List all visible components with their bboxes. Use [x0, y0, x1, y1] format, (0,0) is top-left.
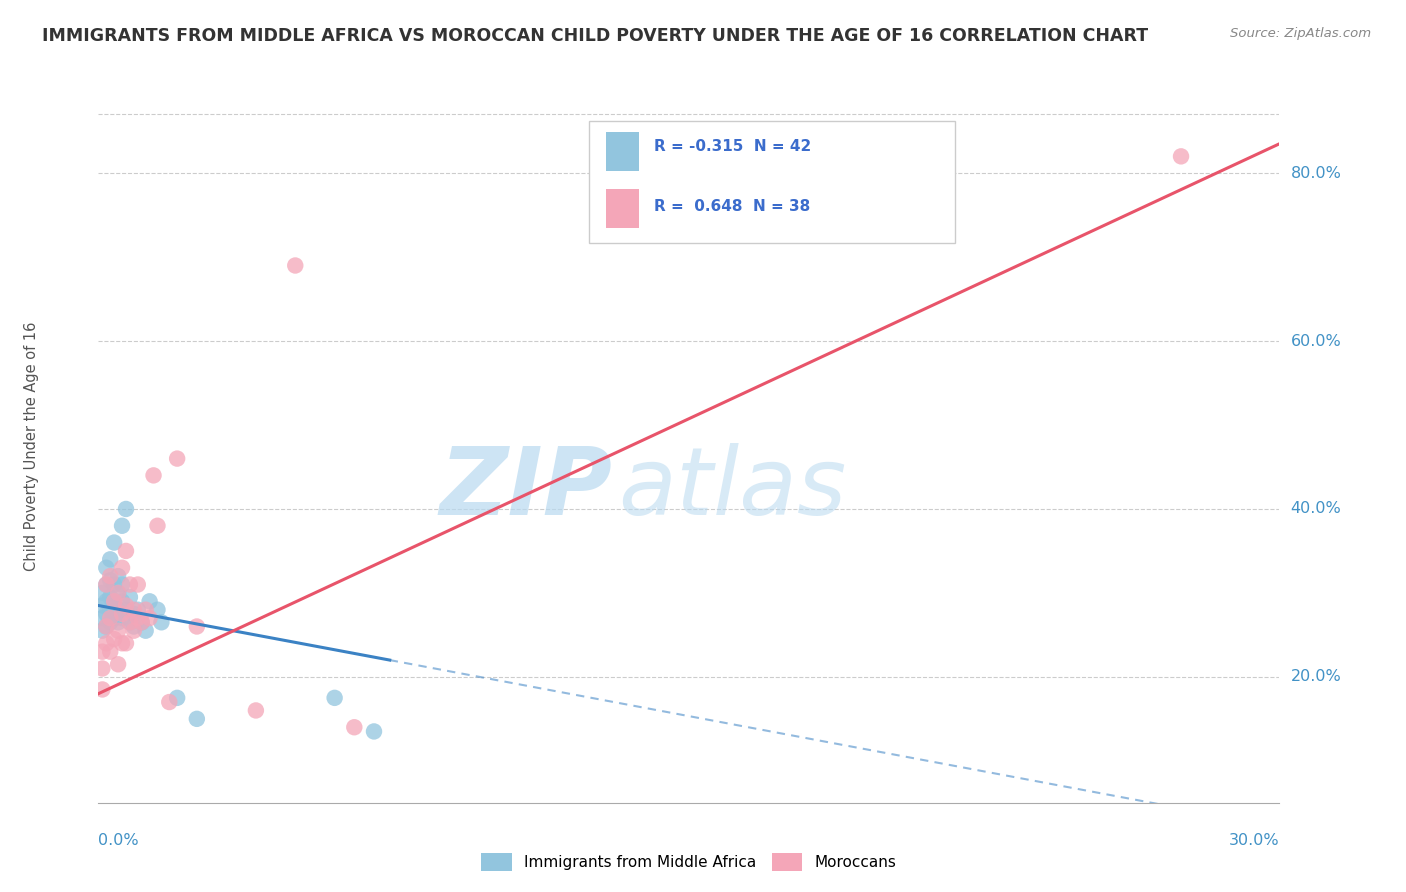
Point [245, 703, 267, 717]
Text: Child Poverty Under the Age of 16: Child Poverty Under the Age of 16 [24, 321, 39, 571]
Point [98, 552, 121, 566]
Point [103, 594, 125, 608]
Point [135, 624, 157, 638]
Point [118, 615, 141, 630]
Point [127, 611, 149, 625]
Point [103, 594, 125, 608]
Point [91, 682, 114, 697]
FancyBboxPatch shape [589, 121, 955, 243]
Text: 60.0%: 60.0% [1291, 334, 1341, 349]
Point [135, 603, 157, 617]
Point [98, 569, 121, 583]
Point [115, 603, 138, 617]
Point [96, 636, 118, 650]
Point [107, 657, 129, 672]
Point [111, 518, 134, 533]
Point [186, 619, 208, 633]
Point [96, 619, 118, 633]
Point [118, 590, 141, 604]
Text: 80.0%: 80.0% [1291, 166, 1341, 181]
Point [131, 615, 153, 630]
Point [166, 690, 188, 705]
Point [115, 502, 138, 516]
Point [107, 586, 129, 600]
Point [284, 259, 307, 273]
Point [122, 619, 145, 633]
Point [103, 577, 125, 591]
Point [118, 615, 141, 630]
Point [103, 632, 125, 646]
Point [96, 577, 118, 591]
Text: ZIP: ZIP [439, 442, 612, 535]
Point [122, 624, 145, 638]
Point [115, 544, 138, 558]
Point [107, 624, 129, 638]
Point [127, 603, 149, 617]
Point [146, 518, 169, 533]
Point [96, 594, 118, 608]
Point [91, 611, 114, 625]
Point [96, 560, 118, 574]
Point [142, 468, 165, 483]
Point [91, 586, 114, 600]
Point [98, 615, 121, 630]
Point [103, 535, 125, 549]
Point [91, 624, 114, 638]
Point [98, 645, 121, 659]
Legend: Immigrants from Middle Africa, Moroccans: Immigrants from Middle Africa, Moroccans [475, 847, 903, 877]
Point [107, 603, 129, 617]
Point [131, 615, 153, 630]
Point [186, 712, 208, 726]
Point [115, 636, 138, 650]
Point [107, 586, 129, 600]
Point [96, 619, 118, 633]
Point [98, 603, 121, 617]
Text: atlas: atlas [619, 443, 846, 534]
Point [122, 607, 145, 621]
Point [98, 574, 121, 588]
FancyBboxPatch shape [606, 189, 640, 228]
Text: 0.0%: 0.0% [98, 833, 139, 848]
Text: 20.0%: 20.0% [1291, 669, 1341, 684]
Point [150, 615, 173, 630]
Point [157, 695, 180, 709]
Point [96, 577, 118, 591]
Point [138, 594, 160, 608]
Point [98, 590, 121, 604]
Point [111, 611, 134, 625]
Point [111, 607, 134, 621]
Text: R =  0.648  N = 38: R = 0.648 N = 38 [654, 200, 810, 214]
Text: R = -0.315  N = 42: R = -0.315 N = 42 [654, 139, 811, 153]
Point [107, 615, 129, 630]
Point [122, 603, 145, 617]
Text: 40.0%: 40.0% [1291, 501, 1341, 516]
Point [138, 611, 160, 625]
Point [98, 611, 121, 625]
Point [96, 607, 118, 621]
Point [111, 577, 134, 591]
Point [91, 661, 114, 675]
Point [118, 577, 141, 591]
Point [363, 724, 385, 739]
Point [103, 611, 125, 625]
Point [323, 690, 346, 705]
Point [111, 594, 134, 608]
Point [111, 636, 134, 650]
Point [111, 560, 134, 574]
FancyBboxPatch shape [606, 132, 640, 171]
Point [127, 577, 149, 591]
Point [1170, 149, 1192, 163]
Text: 30.0%: 30.0% [1229, 833, 1279, 848]
Point [343, 720, 366, 734]
Point [146, 603, 169, 617]
Text: Source: ZipAtlas.com: Source: ZipAtlas.com [1230, 27, 1371, 40]
Point [107, 569, 129, 583]
Point [166, 451, 188, 466]
Point [115, 599, 138, 613]
Text: IMMIGRANTS FROM MIDDLE AFRICA VS MOROCCAN CHILD POVERTY UNDER THE AGE OF 16 CORR: IMMIGRANTS FROM MIDDLE AFRICA VS MOROCCA… [42, 27, 1149, 45]
Point [91, 599, 114, 613]
Point [91, 645, 114, 659]
